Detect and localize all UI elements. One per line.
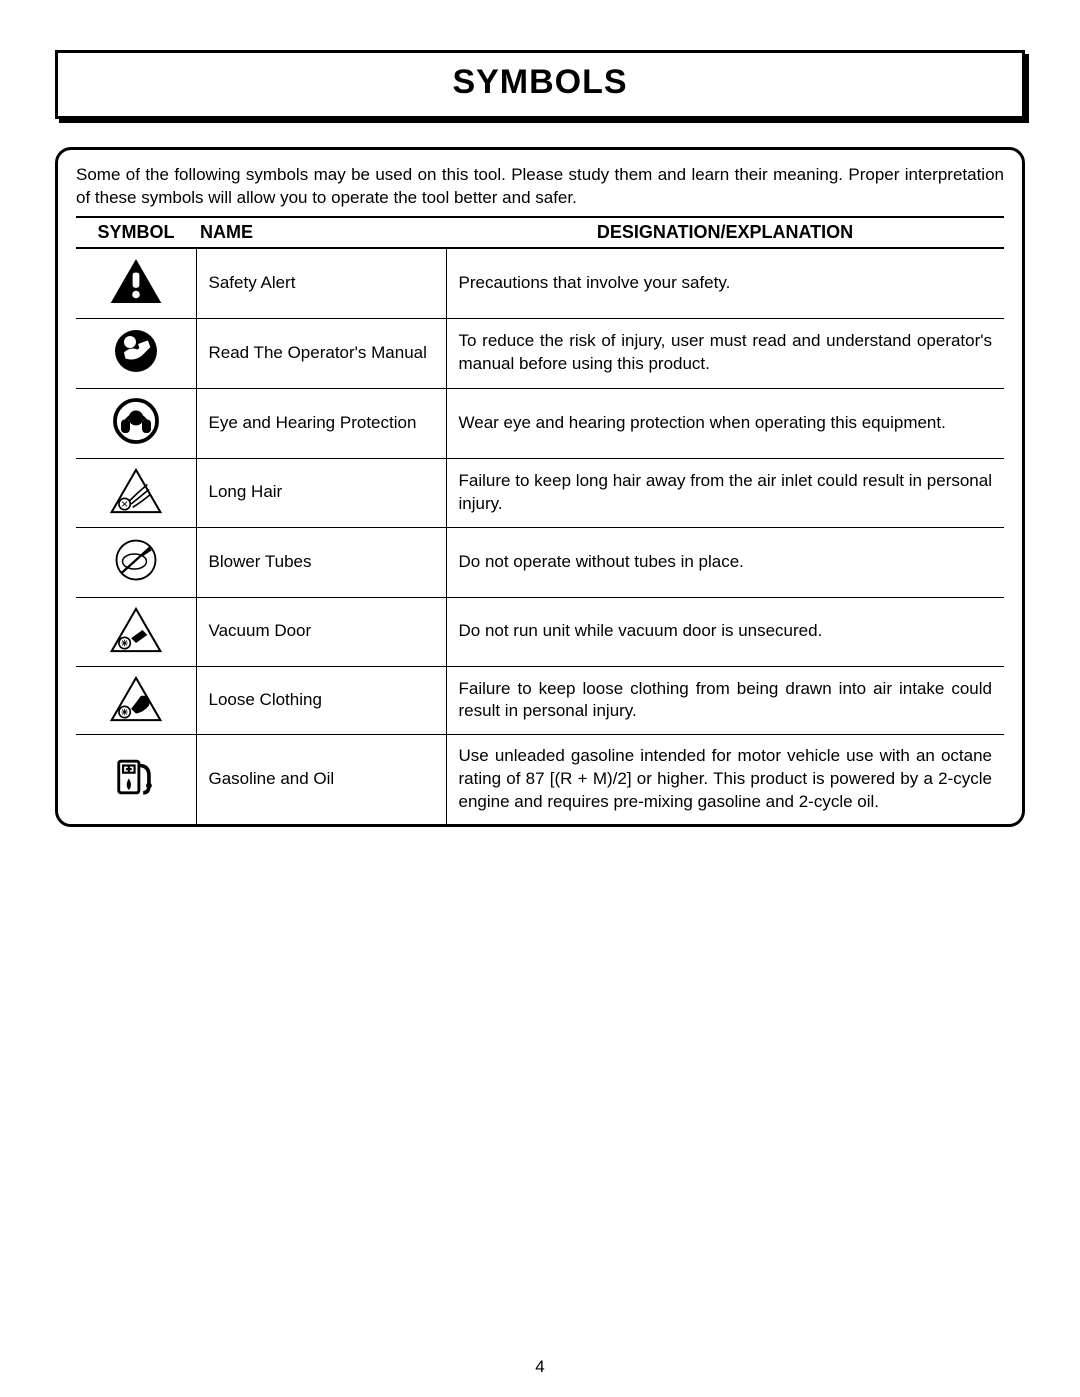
name-cell: Read The Operator's Manual bbox=[196, 318, 446, 388]
read-manual-icon bbox=[106, 325, 166, 377]
symbol-cell bbox=[76, 248, 196, 318]
name-cell: Long Hair bbox=[196, 458, 446, 527]
table-header-row: SYMBOL NAME DESIGNATION/EXPLANATION bbox=[76, 217, 1004, 248]
table-row: Eye and Hearing Protection Wear eye and … bbox=[76, 388, 1004, 458]
explanation-cell: To reduce the risk of injury, user must … bbox=[446, 318, 1004, 388]
explanation-cell: Use unleaded gasoline intended for motor… bbox=[446, 735, 1004, 824]
header-name: NAME bbox=[196, 217, 446, 248]
header-symbol: SYMBOL bbox=[76, 217, 196, 248]
intro-text: Some of the following symbols may be use… bbox=[76, 164, 1004, 210]
symbols-table-frame: Some of the following symbols may be use… bbox=[55, 147, 1025, 827]
symbol-cell bbox=[76, 597, 196, 666]
symbol-cell bbox=[76, 388, 196, 458]
symbol-cell bbox=[76, 318, 196, 388]
table-row: Read The Operator's Manual To reduce the… bbox=[76, 318, 1004, 388]
table-row: Long Hair Failure to keep long hair away… bbox=[76, 458, 1004, 527]
explanation-cell: Failure to keep loose clothing from bein… bbox=[446, 666, 1004, 735]
name-cell: Blower Tubes bbox=[196, 527, 446, 597]
header-explanation: DESIGNATION/EXPLANATION bbox=[446, 217, 1004, 248]
symbol-cell bbox=[76, 666, 196, 735]
table-row: Vacuum Door Do not run unit while vacuum… bbox=[76, 597, 1004, 666]
gasoline-oil-icon bbox=[106, 751, 166, 803]
name-cell: Vacuum Door bbox=[196, 597, 446, 666]
table-row: Gasoline and Oil Use unleaded gasoline i… bbox=[76, 735, 1004, 824]
name-cell: Loose Clothing bbox=[196, 666, 446, 735]
name-cell: Gasoline and Oil bbox=[196, 735, 446, 824]
symbol-cell bbox=[76, 527, 196, 597]
vacuum-door-icon bbox=[106, 604, 166, 656]
symbol-cell bbox=[76, 458, 196, 527]
title-frame: SYMBOLS bbox=[55, 50, 1025, 119]
explanation-cell: Do not run unit while vacuum door is uns… bbox=[446, 597, 1004, 666]
name-cell: Eye and Hearing Protection bbox=[196, 388, 446, 458]
table-row: Loose Clothing Failure to keep loose clo… bbox=[76, 666, 1004, 735]
eye-hearing-icon bbox=[106, 395, 166, 447]
page-title: SYMBOLS bbox=[58, 63, 1022, 102]
explanation-cell: Do not operate without tubes in place. bbox=[446, 527, 1004, 597]
explanation-cell: Wear eye and hearing protection when ope… bbox=[446, 388, 1004, 458]
symbol-cell bbox=[76, 735, 196, 824]
loose-clothing-icon bbox=[106, 673, 166, 725]
blower-tubes-icon bbox=[106, 534, 166, 586]
safety-alert-icon bbox=[106, 255, 166, 307]
explanation-cell: Failure to keep long hair away from the … bbox=[446, 458, 1004, 527]
long-hair-icon bbox=[106, 465, 166, 517]
table-row: Safety Alert Precautions that involve yo… bbox=[76, 248, 1004, 318]
symbols-table: SYMBOL NAME DESIGNATION/EXPLANATION bbox=[76, 216, 1004, 824]
page-number: 4 bbox=[0, 1357, 1080, 1377]
manual-page: SYMBOLS Some of the following symbols ma… bbox=[0, 0, 1080, 1397]
name-cell: Safety Alert bbox=[196, 248, 446, 318]
explanation-cell: Precautions that involve your safety. bbox=[446, 248, 1004, 318]
table-row: Blower Tubes Do not operate without tube… bbox=[76, 527, 1004, 597]
